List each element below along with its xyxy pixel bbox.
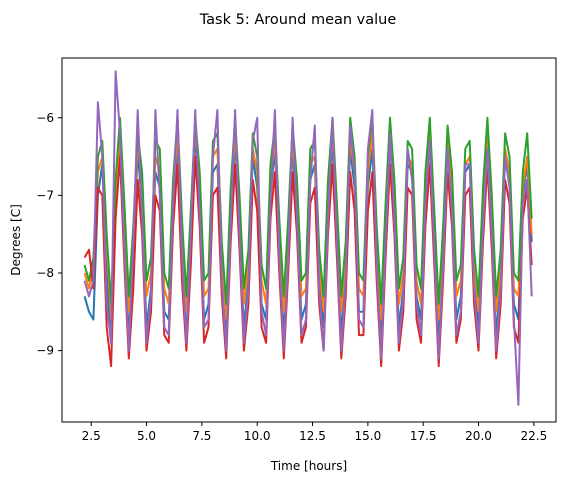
x-tick-label: 5.0 xyxy=(137,429,156,443)
x-axis-label: Time [hours] xyxy=(270,459,347,473)
y-axis-ticks: −9 −8 −7 −6 xyxy=(36,111,62,358)
x-tick-label: 17.5 xyxy=(410,429,437,443)
series-line-5 xyxy=(83,70,533,406)
x-tick-label: 15.0 xyxy=(355,429,382,443)
plot-lines xyxy=(83,70,533,406)
y-tick-label: −8 xyxy=(36,266,54,280)
x-tick-label: 12.5 xyxy=(299,429,326,443)
plot-frame xyxy=(61,57,557,423)
x-tick-label: 7.5 xyxy=(192,429,211,443)
x-tick-label: 22.5 xyxy=(521,429,548,443)
series-line-3 xyxy=(83,116,533,305)
x-axis-ticks: 2.5 5.0 7.5 10.0 12.5 15.0 17.5 20.0 22.5 xyxy=(82,422,548,443)
y-axis-label: Degrees [C] xyxy=(9,204,23,275)
x-tick-label: 10.0 xyxy=(244,429,271,443)
x-tick-label: 20.0 xyxy=(465,429,492,443)
y-tick-label: −9 xyxy=(36,344,54,358)
y-tick-label: −7 xyxy=(36,188,54,202)
chart-title: Task 5: Around mean value xyxy=(199,12,397,28)
x-tick-label: 2.5 xyxy=(82,429,101,443)
y-tick-label: −6 xyxy=(36,111,54,125)
